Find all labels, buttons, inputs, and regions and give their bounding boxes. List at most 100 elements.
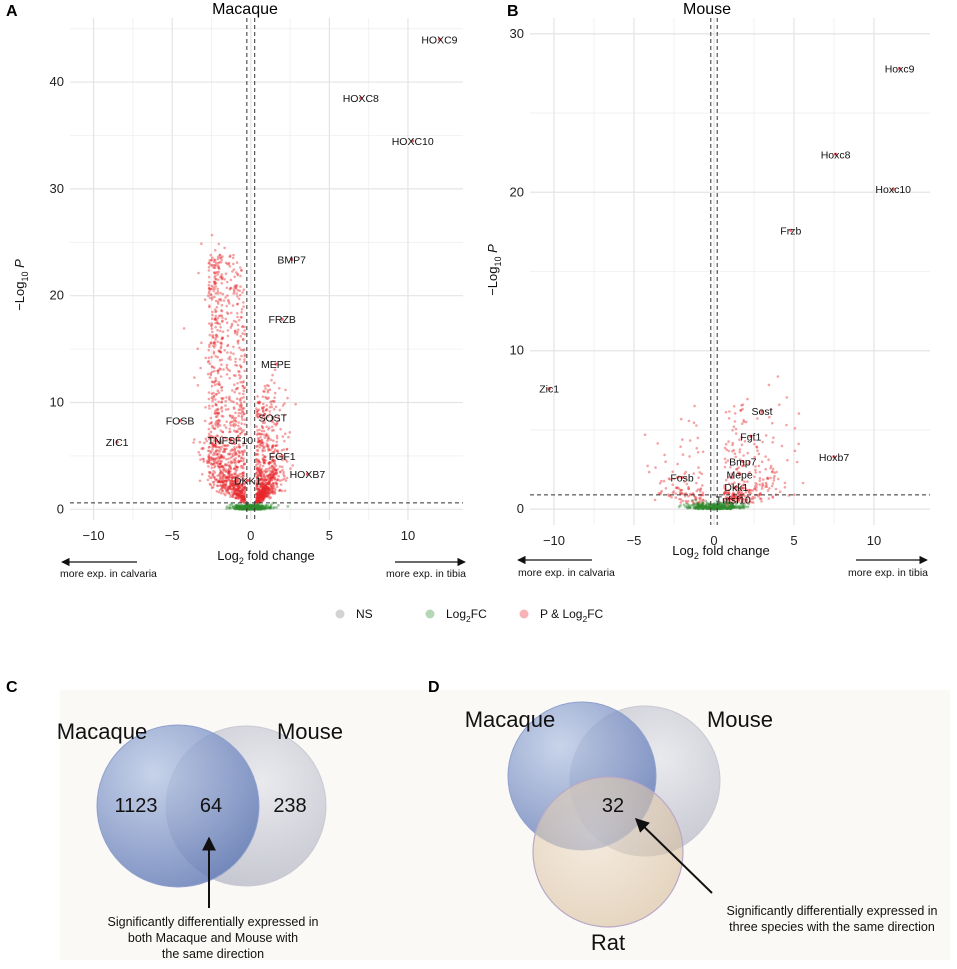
point-p-and-log2fc xyxy=(269,438,273,442)
point-p-and-log2fc xyxy=(262,495,266,498)
point-p-and-log2fc xyxy=(220,389,224,392)
point-log2fc xyxy=(241,507,245,511)
point-p-and-log2fc xyxy=(259,485,263,489)
point-p-and-log2fc xyxy=(242,412,246,416)
point-p-and-log2fc xyxy=(241,418,244,421)
point-log2fc xyxy=(242,507,245,511)
point-log2fc xyxy=(720,504,724,507)
point-log2fc xyxy=(235,504,239,508)
point-p-and-log2fc xyxy=(256,491,260,495)
point-p-and-log2fc xyxy=(262,460,266,464)
point-p-and-log2fc xyxy=(208,445,211,449)
point-p-and-log2fc xyxy=(736,497,739,501)
point-p-and-log2fc xyxy=(241,500,245,504)
point-log2fc xyxy=(723,505,726,509)
point-p-and-log2fc xyxy=(679,501,683,504)
point-log2fc xyxy=(730,504,734,508)
point-p-and-log2fc xyxy=(219,471,222,474)
point-log2fc xyxy=(249,506,253,510)
point-log2fc xyxy=(729,507,733,511)
point-p-and-log2fc xyxy=(265,444,268,448)
point-log2fc xyxy=(713,505,717,509)
point-log2fc xyxy=(711,503,714,506)
point-p-and-log2fc xyxy=(258,485,262,488)
point-p-and-log2fc xyxy=(235,492,238,496)
point-p-and-log2fc xyxy=(226,280,229,284)
point-p-and-log2fc xyxy=(685,482,689,486)
point-p-and-log2fc xyxy=(228,484,232,488)
point-log2fc xyxy=(261,507,264,511)
point-p-and-log2fc xyxy=(262,491,265,494)
point-p-and-log2fc xyxy=(216,422,220,425)
point-p-and-log2fc xyxy=(219,484,223,487)
x-tick-label: −5 xyxy=(627,533,642,548)
point-p-and-log2fc xyxy=(216,460,220,463)
point-p-and-log2fc xyxy=(213,266,217,270)
point-p-and-log2fc xyxy=(216,425,220,429)
point-p-and-log2fc xyxy=(219,474,222,478)
point-p-and-log2fc xyxy=(228,493,232,496)
point-p-and-log2fc xyxy=(773,474,776,478)
point-p-and-log2fc xyxy=(755,446,759,449)
point-p-and-log2fc xyxy=(220,485,224,488)
point-p-and-log2fc xyxy=(275,478,279,482)
point-log2fc xyxy=(251,507,255,511)
point-p-and-log2fc xyxy=(262,492,266,496)
point-p-and-log2fc xyxy=(255,453,258,457)
point-p-and-log2fc xyxy=(239,496,243,500)
point-log2fc xyxy=(747,502,751,506)
point-p-and-log2fc xyxy=(216,328,219,332)
point-log2fc xyxy=(739,506,743,509)
point-p-and-log2fc xyxy=(266,486,270,490)
point-p-and-log2fc xyxy=(220,342,223,346)
point-p-and-log2fc xyxy=(216,484,219,487)
point-p-and-log2fc xyxy=(274,468,278,472)
point-log2fc xyxy=(705,501,709,505)
point-p-and-log2fc xyxy=(257,492,260,496)
point-p-and-log2fc xyxy=(208,286,211,290)
point-p-and-log2fc xyxy=(234,496,237,500)
point-log2fc xyxy=(711,506,715,510)
point-p-and-log2fc xyxy=(238,293,242,297)
point-p-and-log2fc xyxy=(211,310,214,314)
point-p-and-log2fc xyxy=(747,488,751,492)
point-p-and-log2fc xyxy=(220,396,223,400)
point-log2fc xyxy=(247,503,251,507)
point-p-and-log2fc xyxy=(225,311,229,314)
venn-d-macaque-label: Macaque xyxy=(465,707,556,732)
point-log2fc xyxy=(722,503,726,506)
point-p-and-log2fc xyxy=(239,495,243,499)
point-log2fc xyxy=(255,506,258,510)
point-p-and-log2fc xyxy=(214,314,218,318)
point-p-and-log2fc xyxy=(232,422,236,426)
point-p-and-log2fc xyxy=(262,483,266,486)
point-p-and-log2fc xyxy=(271,445,275,449)
point-p-and-log2fc xyxy=(273,466,276,470)
point-p-and-log2fc xyxy=(222,480,225,484)
point-log2fc xyxy=(728,507,732,510)
point-log2fc xyxy=(698,505,702,509)
point-p-and-log2fc xyxy=(270,476,274,480)
point-p-and-log2fc xyxy=(214,437,217,440)
point-p-and-log2fc xyxy=(224,487,228,490)
gene-label: MEPE xyxy=(261,359,291,371)
point-p-and-log2fc xyxy=(226,351,229,354)
point-p-and-log2fc xyxy=(679,417,683,421)
panel-b-ylabel: −Log10 P xyxy=(485,244,503,296)
point-log2fc xyxy=(687,503,691,507)
point-p-and-log2fc xyxy=(208,280,211,284)
point-p-and-log2fc xyxy=(258,492,261,495)
point-p-and-log2fc xyxy=(217,464,220,468)
point-p-and-log2fc xyxy=(771,496,775,499)
point-p-and-log2fc xyxy=(220,309,223,312)
point-p-and-log2fc xyxy=(264,485,268,489)
point-p-and-log2fc xyxy=(214,310,217,314)
point-p-and-log2fc xyxy=(208,376,212,379)
point-p-and-log2fc xyxy=(210,486,214,490)
point-log2fc xyxy=(267,506,270,510)
point-p-and-log2fc xyxy=(256,496,259,500)
point-log2fc xyxy=(247,505,251,509)
point-p-and-log2fc xyxy=(270,465,274,469)
point-p-and-log2fc xyxy=(271,444,275,448)
point-log2fc xyxy=(257,507,261,510)
